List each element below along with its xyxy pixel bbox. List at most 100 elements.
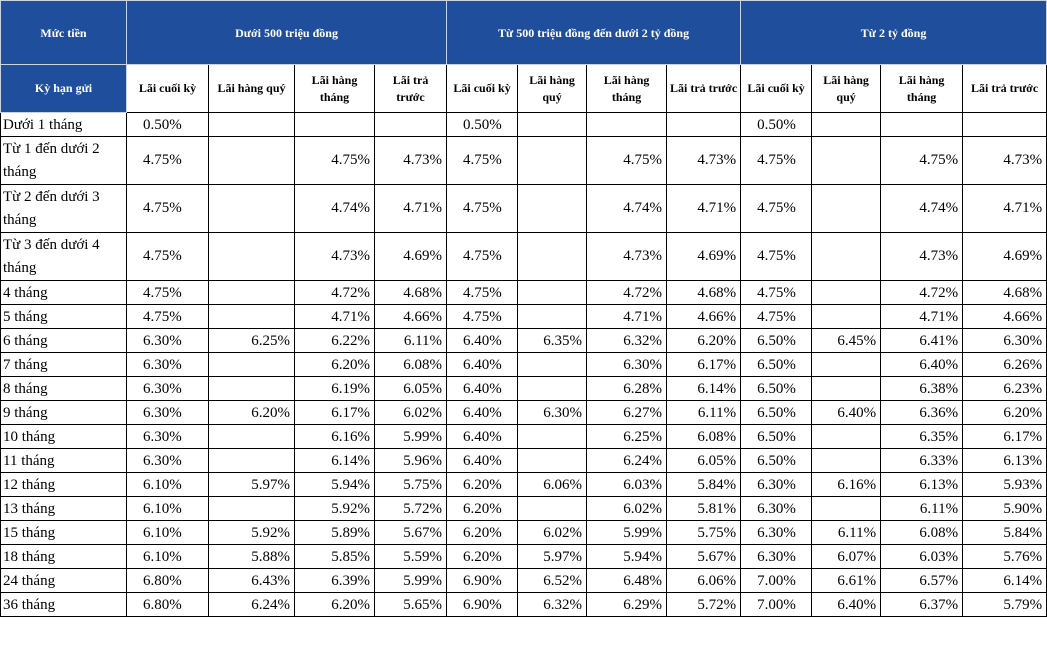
table-row: 18 tháng 6.10% 5.88% 5.85% 5.59% 6.20% 5.97% 5.… xyxy=(0,544,1047,569)
rate-cell: 4.75% xyxy=(126,184,209,233)
rate-cell: 5.99% xyxy=(586,520,668,545)
rate-cell: 6.41% xyxy=(880,328,964,353)
rate-cell: 4.75% xyxy=(126,304,209,329)
rate-cell: 4.75% xyxy=(126,136,209,185)
term-cell: Từ 1 đến dưới 2 tháng xyxy=(0,136,127,185)
rate-cell xyxy=(208,352,295,377)
rate-cell: 6.10% xyxy=(126,544,209,569)
rate-cell: 4.71% xyxy=(666,184,742,233)
rate-cell: 4.71% xyxy=(962,184,1047,233)
term-cell: 4 tháng xyxy=(0,280,127,305)
subcolumn-header: Lãi cuối kỳ xyxy=(446,64,519,113)
rate-cell xyxy=(811,112,882,137)
rate-cell: 4.69% xyxy=(373,232,448,281)
subcolumn-header: Lãi trả trước xyxy=(666,64,742,113)
rate-cell: 6.40% xyxy=(446,424,519,449)
rate-cell xyxy=(517,184,588,233)
table-row: 10 tháng 6.30% 6.16% 5.99% 6.40% 6.25% 6.08% 6.… xyxy=(0,424,1047,449)
rate-cell: 6.17% xyxy=(294,400,375,425)
rate-cell: 4.66% xyxy=(373,304,448,329)
rate-cell: 4.73% xyxy=(880,232,964,281)
term-cell: 18 tháng xyxy=(0,544,127,569)
rate-cell: 6.30% xyxy=(740,472,813,497)
rate-cell: 4.66% xyxy=(666,304,742,329)
rate-cell: 6.38% xyxy=(880,376,964,401)
rate-cell: 6.25% xyxy=(208,328,295,353)
rate-cell xyxy=(666,112,742,137)
rate-cell: 5.96% xyxy=(373,448,448,473)
rate-cell: 5.92% xyxy=(208,520,295,545)
rate-cell: 6.30% xyxy=(126,400,209,425)
rate-cell: 5.97% xyxy=(517,544,588,569)
rate-cell: 4.71% xyxy=(373,184,448,233)
rate-cell: 6.28% xyxy=(586,376,668,401)
rate-cell: 6.16% xyxy=(294,424,375,449)
rate-cell: 6.30% xyxy=(126,328,209,353)
rate-cell xyxy=(811,448,882,473)
rate-cell: 5.85% xyxy=(294,544,375,569)
rate-cell: 4.75% xyxy=(740,136,813,185)
rate-cell xyxy=(811,232,882,281)
rate-cell: 6.80% xyxy=(126,592,209,617)
term-cell: 7 tháng xyxy=(0,352,127,377)
rate-cell: 5.72% xyxy=(666,592,742,617)
subcolumn-header: Lãi hàng quý xyxy=(811,64,882,113)
rate-cell: 6.08% xyxy=(373,352,448,377)
term-cell: Từ 3 đến dưới 4 tháng xyxy=(0,232,127,281)
table-row: 13 tháng 6.10% 5.92% 5.72% 6.20% 6.02% 5.81% 6.… xyxy=(0,496,1047,521)
subcolumn-header: Lãi hàng tháng xyxy=(294,64,375,113)
rate-cell xyxy=(811,280,882,305)
rate-cell: 4.68% xyxy=(962,280,1047,305)
rate-cell: 7.00% xyxy=(740,592,813,617)
term-cell: 10 tháng xyxy=(0,424,127,449)
subcolumn-header: Lãi hàng tháng xyxy=(880,64,964,113)
rate-cell: 6.40% xyxy=(446,352,519,377)
term-cell: 36 tháng xyxy=(0,592,127,617)
rate-cell: 6.06% xyxy=(517,472,588,497)
rate-cell xyxy=(208,280,295,305)
rate-cell: 6.50% xyxy=(740,448,813,473)
rate-cell: 4.75% xyxy=(446,232,519,281)
rate-cell: 4.73% xyxy=(294,232,375,281)
rate-cell: 5.67% xyxy=(373,520,448,545)
table-row: 24 tháng 6.80% 6.43% 6.39% 5.99% 6.90% 6.52% 6.… xyxy=(0,568,1047,593)
header-row-amount: Mức tiền Dưới 500 triệu đồng Từ 500 triệ… xyxy=(0,0,1047,65)
rate-cell: 6.37% xyxy=(880,592,964,617)
table-row: 6 tháng 6.30% 6.25% 6.22% 6.11% 6.40% 6.35% 6.3… xyxy=(0,328,1047,353)
subcolumn-header: Lãi cuối kỳ xyxy=(740,64,813,113)
rate-cell xyxy=(811,424,882,449)
term-cell: 13 tháng xyxy=(0,496,127,521)
rate-cell xyxy=(880,112,964,137)
rate-cell: 5.75% xyxy=(373,472,448,497)
rate-cell: 5.90% xyxy=(962,496,1047,521)
rate-cell: 5.79% xyxy=(962,592,1047,617)
rate-cell: 5.97% xyxy=(208,472,295,497)
table-row: Từ 3 đến dưới 4 tháng 4.75% 4.73% 4.69% 4.75… xyxy=(0,232,1047,281)
term-cell: 11 tháng xyxy=(0,448,127,473)
rate-cell: 6.39% xyxy=(294,568,375,593)
rate-cell: 4.75% xyxy=(740,280,813,305)
rate-cell: 5.75% xyxy=(666,520,742,545)
rate-cell xyxy=(208,232,295,281)
rate-cell: 6.17% xyxy=(962,424,1047,449)
rate-cell: 6.33% xyxy=(880,448,964,473)
table-row: 36 tháng 6.80% 6.24% 6.20% 5.65% 6.90% 6.32% 6.… xyxy=(0,592,1047,617)
subcolumn-header: Lãi cuối kỳ xyxy=(126,64,209,113)
rate-cell: 4.75% xyxy=(446,136,519,185)
term-cell: 24 tháng xyxy=(0,568,127,593)
rate-cell: 6.35% xyxy=(880,424,964,449)
rate-cell: 6.45% xyxy=(811,328,882,353)
table-row: 8 tháng 6.30% 6.19% 6.05% 6.40% 6.28% 6.14% 6.5… xyxy=(0,376,1047,401)
rate-cell: 4.75% xyxy=(446,184,519,233)
table-row: 5 tháng 4.75% 4.71% 4.66% 4.75% 4.71% 4.66% 4.7… xyxy=(0,304,1047,329)
rate-cell: 4.74% xyxy=(586,184,668,233)
rate-cell: 6.40% xyxy=(446,376,519,401)
rate-cell: 0.50% xyxy=(126,112,209,137)
rate-cell: 4.73% xyxy=(373,136,448,185)
rate-cell: 6.20% xyxy=(446,520,519,545)
group-header: Từ 2 tỷ đồng xyxy=(740,0,1047,65)
rate-cell: 6.14% xyxy=(962,568,1047,593)
rate-cell xyxy=(373,112,448,137)
rate-cell: 5.76% xyxy=(962,544,1047,569)
rate-cell: 6.02% xyxy=(517,520,588,545)
